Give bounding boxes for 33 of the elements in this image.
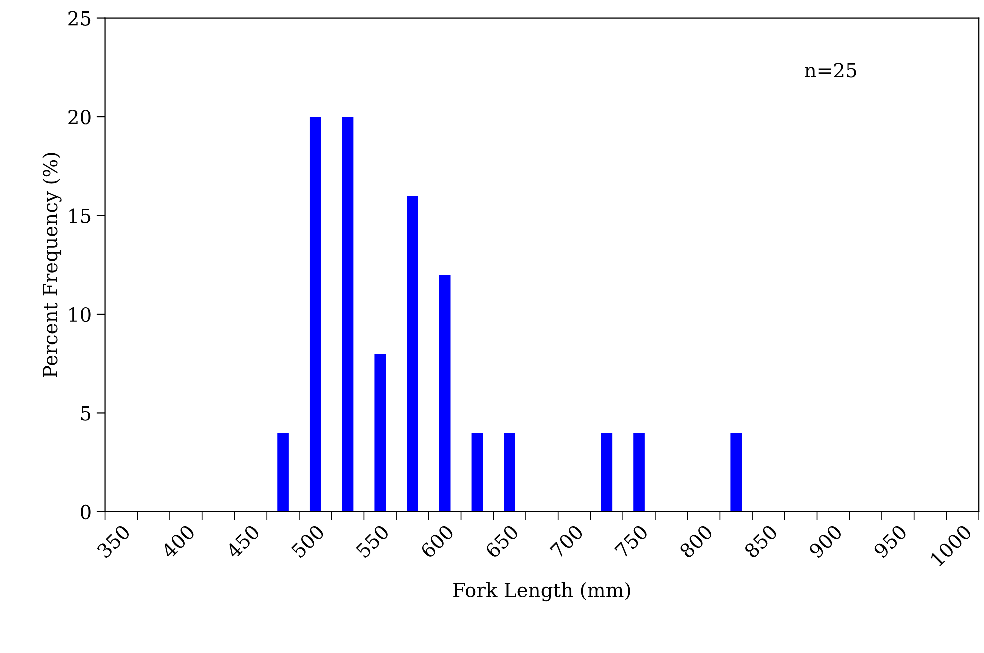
bar	[601, 432, 613, 512]
x-tick-label: 600	[420, 524, 455, 560]
y-tick-label: 25	[68, 11, 91, 26]
bar	[439, 274, 451, 512]
x-tick-label: 350	[96, 524, 132, 559]
y-tick-label: 10	[70, 307, 91, 322]
y-tick-label: 15	[70, 208, 91, 224]
x-tick-label: 650	[484, 524, 520, 560]
x-tick-label: 950	[873, 524, 908, 560]
x-axis-title: Fork Length (mm)	[454, 582, 630, 602]
x-tick-label: 500	[290, 524, 326, 559]
bar	[407, 196, 418, 512]
x-tick-label: 900	[808, 524, 844, 560]
bar	[472, 432, 484, 512]
x-tick-label: 750	[614, 524, 649, 559]
x-tick-label: 800	[678, 524, 714, 560]
x-tick-label: 550	[356, 524, 390, 559]
y-tick-label: 0	[81, 504, 91, 520]
x-tick-label: 700	[550, 524, 584, 559]
x-tick-label: 400	[160, 524, 196, 560]
y-axis-title: Percent Frequency (%)	[42, 153, 62, 378]
x-tick-label: 850	[744, 524, 778, 560]
bar	[730, 432, 742, 512]
bar	[634, 432, 645, 512]
x-tick-label: 450	[225, 524, 261, 560]
y-tick-label: 20	[68, 110, 91, 125]
y-tick-label: 5	[81, 406, 91, 421]
bar	[310, 117, 322, 512]
bar	[342, 117, 354, 512]
bar	[504, 432, 516, 512]
bar	[278, 432, 289, 512]
bar	[374, 354, 386, 512]
annotation: n=25	[805, 63, 856, 78]
